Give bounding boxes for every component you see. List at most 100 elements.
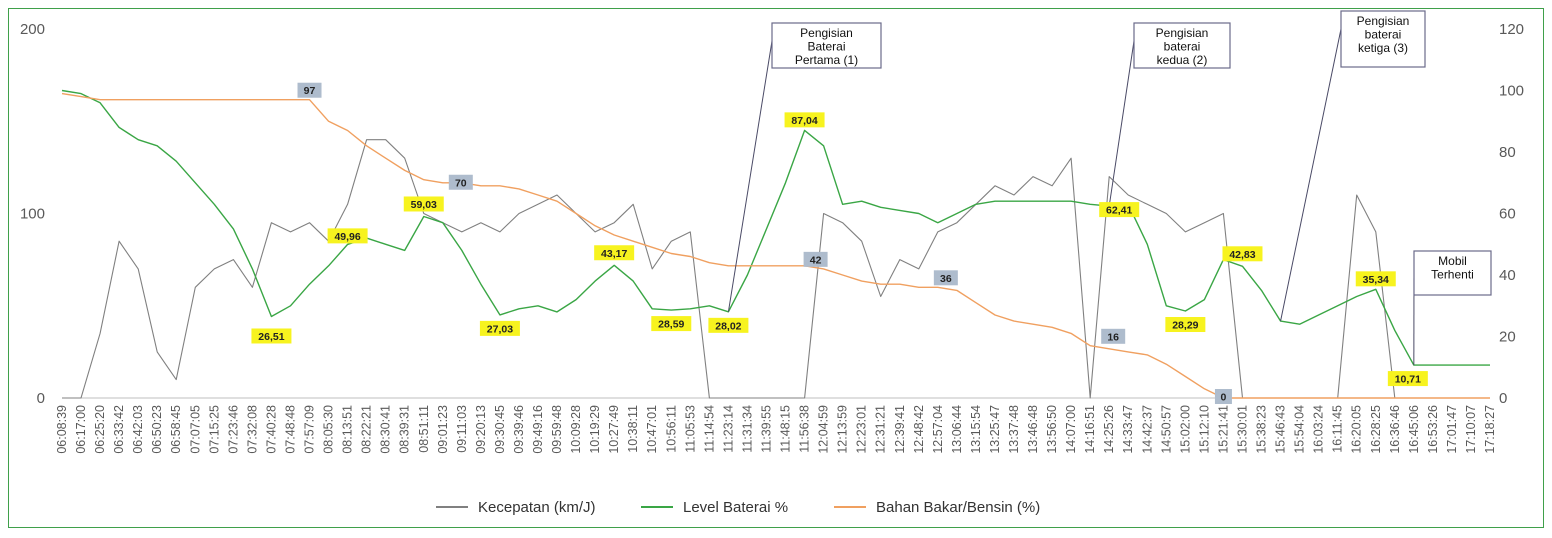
x-tick-label: 06:17:00 xyxy=(74,405,88,454)
x-tick-label: 07:23:46 xyxy=(226,405,240,454)
battery-data-label: 28,29 xyxy=(1172,320,1198,332)
x-tick-label: 13:37:48 xyxy=(1007,405,1021,454)
x-tick-label: 09:49:16 xyxy=(531,405,545,454)
x-tick-label: 12:39:41 xyxy=(893,405,907,454)
x-tick-label: 11:31:34 xyxy=(740,405,754,453)
x-tick-label: 16:53:26 xyxy=(1426,405,1440,454)
battery-data-label: 28,02 xyxy=(715,320,741,332)
x-tick-label: 09:20:13 xyxy=(474,405,488,454)
x-tick-label: 13:46:48 xyxy=(1026,405,1040,454)
callout-text-line: kedua (2) xyxy=(1157,53,1208,67)
y-right-tick-label: 40 xyxy=(1499,267,1516,284)
y-left-tick-label: 200 xyxy=(20,21,45,38)
callout-text-line: Pengisian xyxy=(1357,14,1410,28)
battery-data-label: 26,51 xyxy=(258,331,284,343)
x-tick-label: 15:02:00 xyxy=(1178,405,1192,454)
y-right-tick-label: 80 xyxy=(1499,144,1516,161)
x-tick-label: 10:56:11 xyxy=(664,405,678,453)
x-tick-label: 15:38:23 xyxy=(1255,405,1269,454)
battery-data-label: 28,59 xyxy=(658,319,684,331)
callout-box xyxy=(1133,22,1231,69)
callout-text-line: Pengisian xyxy=(800,26,853,40)
x-tick-label: 09:30:45 xyxy=(493,405,507,454)
fuel-data-label: 97 xyxy=(304,85,316,97)
x-tick-label: 17:18:27 xyxy=(1483,405,1497,454)
x-tick-label: 07:07:05 xyxy=(188,405,202,454)
x-tick-label: 12:31:21 xyxy=(874,405,888,454)
x-tick-label: 15:21:41 xyxy=(1216,405,1230,454)
x-tick-label: 16:36:46 xyxy=(1388,405,1402,454)
legend-label: Level Baterai % xyxy=(683,499,788,516)
series-line-1 xyxy=(61,89,1490,366)
x-tick-label: 15:46:43 xyxy=(1274,405,1288,454)
x-tick-label: 16:28:25 xyxy=(1369,405,1383,454)
legend-label: Kecepatan (km/J) xyxy=(478,499,596,516)
battery-data-label-bg xyxy=(327,228,368,244)
battery-data-label: 35,34 xyxy=(1363,274,1389,286)
battery-data-label: 49,96 xyxy=(334,231,360,243)
battery-data-label-bg xyxy=(594,245,635,261)
y-right-tick-label: 100 xyxy=(1499,83,1524,100)
battery-data-label-bg xyxy=(1099,202,1140,218)
x-tick-label: 15:12:10 xyxy=(1197,405,1211,454)
fuel-data-label: 0 xyxy=(1221,392,1227,404)
fuel-data-label-bg xyxy=(933,270,958,286)
battery-data-label-bg xyxy=(479,320,520,336)
x-tick-label: 10:09:28 xyxy=(569,405,583,454)
x-tick-label: 07:15:25 xyxy=(207,405,221,454)
fuel-data-label: 42 xyxy=(810,254,822,266)
x-tick-label: 07:57:09 xyxy=(303,405,317,454)
x-tick-label: 12:04:59 xyxy=(817,405,831,454)
x-tick-label: 11:39:55 xyxy=(759,405,773,453)
battery-data-label-bg xyxy=(708,317,749,333)
fuel-data-label-bg xyxy=(1101,328,1126,344)
y-left-tick-label: 0 xyxy=(37,390,45,407)
callout-text-line: baterai xyxy=(1365,28,1402,42)
x-tick-label: 14:42:37 xyxy=(1140,405,1154,454)
x-tick-label: 10:47:01 xyxy=(645,405,659,454)
x-tick-label: 16:20:05 xyxy=(1350,405,1364,454)
callout-box xyxy=(1413,250,1492,296)
x-tick-label: 08:39:31 xyxy=(398,405,412,454)
x-tick-label: 12:57:04 xyxy=(931,405,945,454)
x-tick-label: 11:14:54 xyxy=(702,405,716,453)
fuel-data-label: 16 xyxy=(1107,331,1119,343)
battery-data-label-bg xyxy=(1355,271,1396,287)
x-tick-label: 06:50:23 xyxy=(150,405,164,454)
x-tick-label: 14:16:51 xyxy=(1083,405,1097,454)
fuel-data-label-bg xyxy=(803,251,828,267)
x-tick-label: 06:25:20 xyxy=(93,405,107,454)
x-tick-label: 06:58:45 xyxy=(169,405,183,454)
x-tick-label: 07:48:48 xyxy=(283,405,297,454)
callout-text-line: ketiga (3) xyxy=(1358,41,1408,55)
y-left-tick-label: 100 xyxy=(20,206,45,223)
callout-text-line: Pertama (1) xyxy=(795,53,858,67)
legend-label: Bahan Bakar/Bensin (%) xyxy=(876,499,1040,516)
x-tick-label: 12:48:42 xyxy=(912,405,926,454)
x-tick-label: 06:42:03 xyxy=(131,405,145,454)
battery-data-label-bg xyxy=(1165,317,1206,333)
callout-leader-line xyxy=(1280,28,1342,322)
x-tick-label: 10:19:29 xyxy=(588,405,602,454)
battery-data-label: 42,83 xyxy=(1229,249,1255,261)
battery-data-label-bg xyxy=(403,196,444,212)
x-tick-label: 14:33:47 xyxy=(1121,405,1135,454)
x-tick-label: 14:50:57 xyxy=(1159,405,1173,454)
battery-data-label: 59,03 xyxy=(411,199,437,211)
fuel-data-label-bg xyxy=(1214,389,1232,404)
x-tick-label: 17:01:47 xyxy=(1445,405,1459,454)
x-tick-label: 07:32:08 xyxy=(245,405,259,454)
x-tick-label: 07:40:28 xyxy=(264,405,278,454)
callout-box xyxy=(771,22,882,69)
x-tick-label: 15:30:01 xyxy=(1235,405,1249,454)
x-tick-label: 08:51:11 xyxy=(417,405,431,453)
battery-data-label: 10,71 xyxy=(1395,374,1421,386)
x-tick-label: 16:11:45 xyxy=(1331,405,1345,453)
x-tick-label: 10:27:49 xyxy=(607,405,621,454)
callout-text-line: baterai xyxy=(1164,40,1201,54)
x-tick-label: 14:25:26 xyxy=(1102,405,1116,454)
x-tick-label: 11:05:53 xyxy=(683,405,697,453)
battery-data-label-bg xyxy=(1222,246,1263,262)
callout-box xyxy=(1340,10,1426,68)
